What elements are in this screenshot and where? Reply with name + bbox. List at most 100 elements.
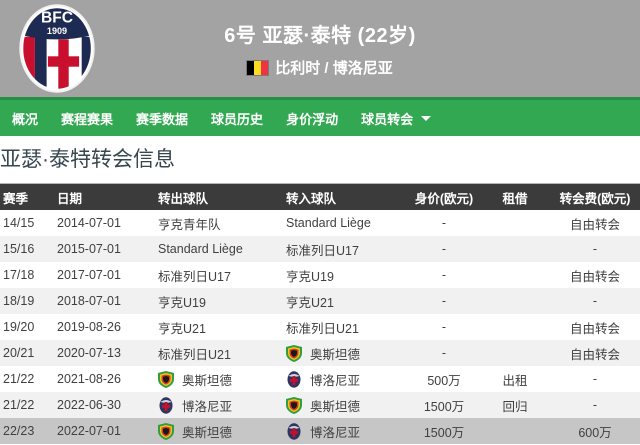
- table-row[interactable]: 15/16 2015-07-01 Standard Liège 标准列日U17 - -: [0, 236, 640, 262]
- team-name: 博洛尼亚: [310, 373, 361, 388]
- season-cell: 17/18: [3, 268, 35, 282]
- loan-cell: [480, 262, 550, 288]
- nav-item-label: 概况: [12, 111, 39, 127]
- nav-item-0[interactable]: 概况: [12, 109, 38, 128]
- date-cell: 2015-07-01: [57, 242, 121, 256]
- nav-item-5[interactable]: 球员转会: [361, 109, 432, 128]
- loan-cell: [480, 340, 550, 366]
- date-cell: 2022-07-01: [57, 424, 121, 438]
- fee-cell: -: [592, 398, 598, 412]
- from-team-cell: 奥斯坦德: [155, 366, 283, 392]
- fee-cell: 自由转会: [569, 217, 620, 232]
- from-team-cell: 亨克U21: [155, 314, 283, 340]
- team-name: 亨克青年队: [158, 217, 221, 232]
- fee-cell: -: [592, 242, 598, 256]
- team-name: 奥斯坦德: [310, 347, 361, 362]
- value-cell: 1500万: [423, 425, 465, 440]
- to-team-cell: 博洛尼亚: [283, 418, 408, 444]
- player-nationality: 比利时 / 博洛尼亚: [275, 60, 393, 77]
- season-cell: 22/23: [3, 424, 35, 438]
- season-cell: 15/16: [3, 242, 35, 256]
- nav-item-label: 球员历史: [211, 111, 264, 127]
- nav-item-2[interactable]: 赛季数据: [136, 109, 188, 128]
- belgium-flag-icon: [247, 60, 269, 75]
- from-team-cell: 奥斯坦德: [155, 418, 283, 444]
- col-header-5: 租借: [480, 183, 550, 210]
- season-cell: 21/22: [3, 398, 35, 412]
- table-row[interactable]: 22/23 2022-07-01 奥斯坦德 博洛尼亚 1500万 600万: [0, 418, 640, 444]
- to-team-cell: 亨克U19: [283, 262, 408, 288]
- table-body: 14/15 2014-07-01 亨克青年队 Standard Liège - 自由转会 1…: [0, 210, 640, 444]
- loan-cell: [480, 288, 550, 314]
- season-cell: 18/19: [3, 294, 35, 308]
- team-name: 标准列日U17: [158, 269, 231, 284]
- nav-item-3[interactable]: 球员历史: [211, 109, 263, 128]
- loan-cell: [480, 236, 550, 262]
- svg-text:BFC: BFC: [41, 10, 73, 27]
- col-header-3: 转入球队: [283, 183, 408, 210]
- season-cell: 21/22: [3, 372, 35, 386]
- team-name: 奥斯坦德: [310, 399, 361, 414]
- bologna-logo-icon: [159, 396, 173, 414]
- loan-cell: [480, 314, 550, 340]
- team-name: 标准列日U21: [158, 347, 231, 362]
- loan-cell: [480, 210, 550, 236]
- nav-item-label: 身价浮动: [286, 111, 339, 127]
- value-cell: -: [441, 242, 447, 256]
- team-name: 奥斯坦德: [182, 425, 233, 440]
- fee-cell: 自由转会: [569, 321, 620, 336]
- nav-item-label: 球员转会: [361, 111, 414, 127]
- to-team-cell: 标准列日U17: [283, 236, 408, 262]
- oostende-logo-icon: [158, 370, 174, 388]
- table-row[interactable]: 14/15 2014-07-01 亨克青年队 Standard Liège - 自由转会: [0, 210, 640, 236]
- col-header-4: 身价(欧元): [408, 183, 480, 210]
- to-team-cell: 亨克U21: [283, 288, 408, 314]
- team-name: 博洛尼亚: [310, 425, 361, 440]
- from-team-cell: 亨克U19: [155, 288, 283, 314]
- loan-cell: [480, 418, 550, 444]
- oostende-logo-icon: [286, 396, 302, 414]
- date-cell: 2017-07-01: [57, 268, 121, 282]
- page-header: BFC 1909 6号 亚瑟·泰特 (22岁) 比利时 / 博洛尼亚: [0, 0, 640, 97]
- season-cell: 19/20: [3, 320, 35, 334]
- from-team-cell: 亨克青年队: [155, 210, 283, 236]
- value-cell: 500万: [427, 373, 461, 388]
- oostende-logo-icon: [286, 344, 302, 362]
- bologna-logo-icon: [287, 422, 301, 440]
- oostende-logo-icon: [158, 422, 174, 440]
- nav-bar: 概况 赛程赛果 赛季数据 球员历史 身价浮动 球员转会: [0, 97, 640, 136]
- nav-item-label: 赛季数据: [136, 111, 189, 127]
- table-row[interactable]: 21/22 2021-08-26 奥斯坦德 博洛尼亚 500万 出租 -: [0, 366, 640, 392]
- nav-item-label: 赛程赛果: [61, 111, 114, 127]
- from-team-cell: 博洛尼亚: [155, 392, 283, 418]
- table-row[interactable]: 18/19 2018-07-01 亨克U19 亨克U21 - -: [0, 288, 640, 314]
- nav-item-1[interactable]: 赛程赛果: [61, 109, 113, 128]
- fee-cell: 600万: [578, 425, 612, 440]
- loan-cell: 回归: [502, 399, 528, 414]
- col-header-0: 赛季: [0, 183, 54, 210]
- bologna-logo-icon: [287, 370, 301, 388]
- team-name: 亨克U21: [286, 295, 334, 310]
- value-cell: -: [441, 320, 447, 334]
- col-header-1: 日期: [54, 183, 155, 210]
- nav-item-4[interactable]: 身价浮动: [286, 109, 338, 128]
- team-name: 博洛尼亚: [182, 399, 233, 414]
- value-cell: -: [441, 346, 447, 360]
- value-cell: -: [441, 268, 447, 282]
- to-team-cell: 标准列日U21: [283, 314, 408, 340]
- team-name: 亨克U19: [158, 295, 206, 310]
- table-row[interactable]: 21/22 2022-06-30 博洛尼亚 奥斯坦德 1500万 回归 -: [0, 392, 640, 418]
- table-row[interactable]: 20/21 2020-07-13 标准列日U21 奥斯坦德 - 自由转会: [0, 340, 640, 366]
- section-title: 亚瑟·泰特转会信息: [0, 148, 175, 171]
- value-cell: 1500万: [423, 399, 465, 414]
- value-cell: -: [441, 294, 447, 308]
- date-cell: 2021-08-26: [57, 372, 121, 386]
- fee-cell: -: [592, 372, 598, 386]
- date-cell: 2019-08-26: [57, 320, 121, 334]
- team-name: 标准列日U21: [286, 321, 359, 336]
- season-cell: 14/15: [3, 216, 35, 230]
- to-team-cell: 奥斯坦德: [283, 392, 408, 418]
- table-row[interactable]: 19/20 2019-08-26 亨克U21 标准列日U21 - 自由转会: [0, 314, 640, 340]
- table-row[interactable]: 17/18 2017-07-01 标准列日U17 亨克U19 - 自由转会: [0, 262, 640, 288]
- to-team-cell: 奥斯坦德: [283, 340, 408, 366]
